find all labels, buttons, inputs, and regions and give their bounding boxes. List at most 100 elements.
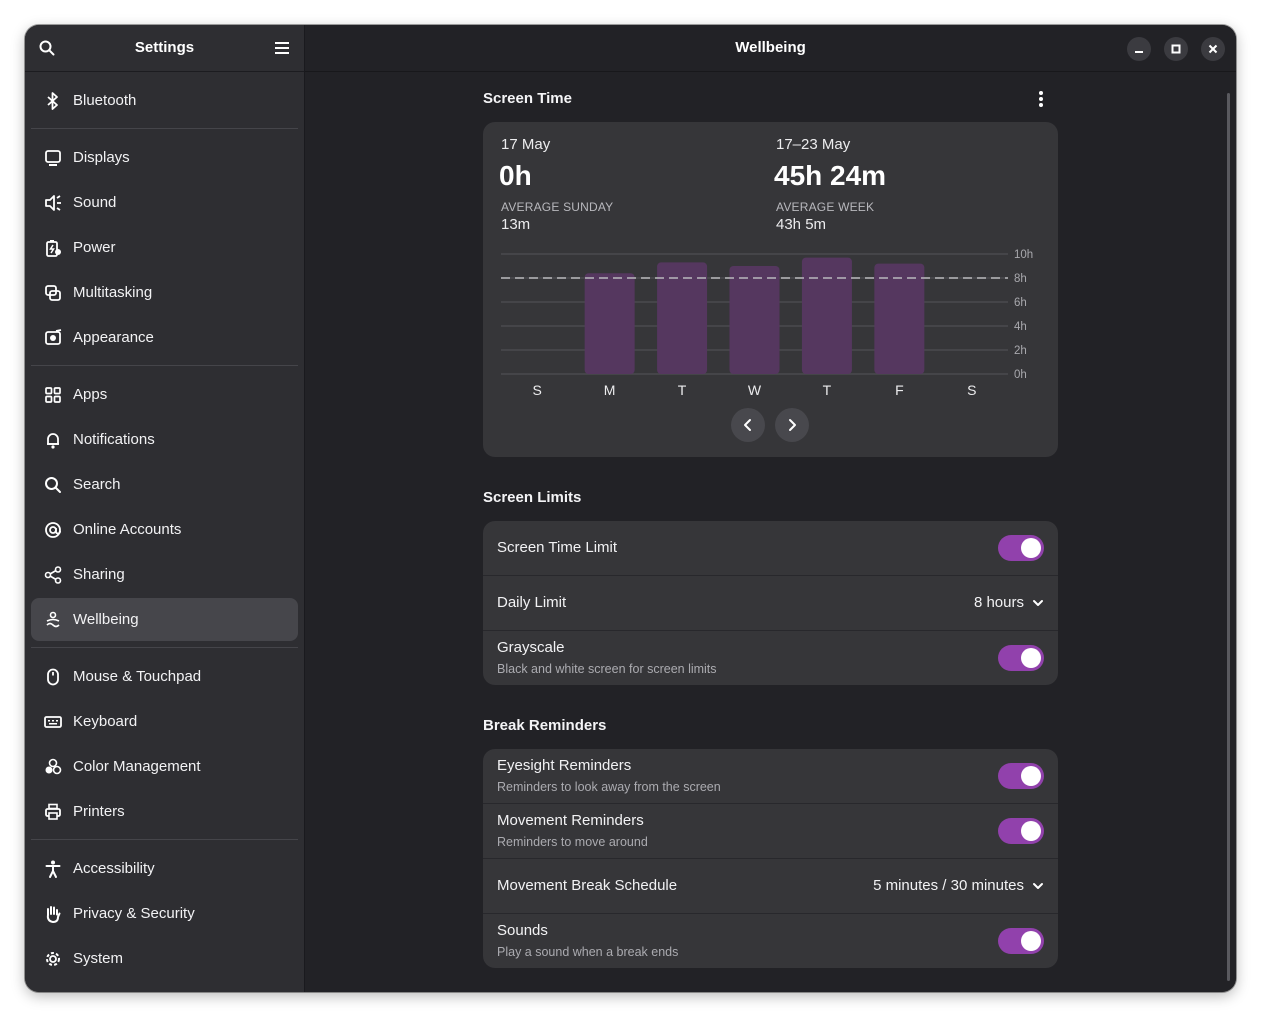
apps-grid-icon [43, 385, 63, 405]
sounds-subtitle: Play a sound when a break ends [497, 945, 679, 959]
sidebar-item-notifications[interactable]: Notifications [31, 418, 298, 461]
wellbeing-icon [43, 610, 63, 630]
bar [729, 266, 780, 374]
chevron-right-icon [789, 419, 796, 431]
screen-limits-heading: Screen Limits [483, 489, 582, 506]
movement-reminders-switch[interactable] [998, 818, 1044, 844]
y-tick-label: 2h [1014, 345, 1027, 357]
sidebar-item-keyboard[interactable]: Keyboard [31, 700, 298, 743]
keyboard-icon [43, 712, 63, 732]
movement-reminders-row: Movement Reminders Reminders to move aro… [483, 804, 1058, 859]
sidebar-item-label: Mouse & Touchpad [73, 668, 202, 685]
movement-break-schedule-dropdown[interactable]: 5 minutes / 30 minutes [873, 877, 1044, 894]
multitasking-icon [43, 283, 63, 303]
sidebar-item-bluetooth[interactable]: Bluetooth [31, 79, 298, 122]
sidebar-item-label: Online Accounts [73, 521, 182, 538]
sidebar-item-accessibility[interactable]: Accessibility [31, 847, 298, 890]
sidebar-item-label: Bluetooth [73, 92, 137, 109]
y-tick-label: 8h [1014, 273, 1027, 285]
sidebar-item-appearance[interactable]: Appearance [31, 316, 298, 359]
eyesight-reminders-subtitle: Reminders to look away from the screen [497, 780, 721, 794]
chevron-left-icon [744, 419, 751, 431]
main-menu-button[interactable] [270, 36, 294, 60]
sidebar-item-search[interactable]: Search [31, 463, 298, 506]
sidebar-item-sound[interactable]: Sound [31, 181, 298, 224]
chevron-down-icon [1033, 882, 1043, 889]
eyesight-reminders-row: Eyesight Reminders Reminders to look awa… [483, 749, 1058, 804]
screen-time-limit-row: Screen Time Limit [483, 521, 1058, 576]
sidebar-item-label: Wellbeing [73, 611, 139, 628]
day-total: 0h [499, 160, 532, 191]
x-tick-label: W [748, 382, 762, 398]
screen-time-menu-button[interactable] [1031, 89, 1051, 109]
share-icon [43, 565, 63, 585]
sidebar-item-power[interactable]: Power [31, 226, 298, 269]
bar [801, 257, 852, 374]
eyesight-reminders-switch[interactable] [998, 763, 1044, 789]
sidebar-item-multitasking[interactable]: Multitasking [31, 271, 298, 314]
speaker-icon [43, 193, 63, 213]
sidebar-separator [31, 365, 298, 366]
hand-icon [43, 904, 63, 924]
at-sign-icon [43, 520, 63, 540]
sidebar-item-system[interactable]: System [31, 937, 298, 980]
search-icon [39, 40, 55, 56]
break-reminders-card: Eyesight Reminders Reminders to look awa… [483, 749, 1058, 968]
sidebar-item-label: Privacy & Security [73, 905, 195, 922]
color-icon [43, 757, 63, 777]
sidebar-item-online-accounts[interactable]: Online Accounts [31, 508, 298, 551]
maximize-icon [1171, 44, 1181, 54]
sidebar-item-wellbeing[interactable]: Wellbeing [31, 598, 298, 641]
sidebar-list: Bluetooth Displays Sound Power Multitasking A… [31, 79, 298, 982]
sidebar-item-color-management[interactable]: Color Management [31, 745, 298, 788]
kebab-menu-icon [1039, 91, 1043, 107]
sidebar-item-printers[interactable]: Printers [31, 790, 298, 833]
bar [657, 262, 708, 374]
daily-limit-dropdown[interactable]: 8 hours [974, 594, 1044, 611]
sidebar-item-apps[interactable]: Apps [31, 373, 298, 416]
sounds-switch[interactable] [998, 928, 1044, 954]
next-week-button[interactable] [775, 408, 809, 442]
sidebar-item-label: Appearance [73, 329, 154, 346]
sidebar-item-displays[interactable]: Displays [31, 136, 298, 179]
page-title: Wellbeing [735, 39, 806, 56]
appearance-icon [43, 328, 63, 348]
grayscale-switch[interactable] [998, 645, 1044, 671]
sidebar-item-sharing[interactable]: Sharing [31, 553, 298, 596]
week-average-caption: AVERAGE WEEK [776, 200, 875, 214]
sidebar-item-mouse-touchpad[interactable]: Mouse & Touchpad [31, 655, 298, 698]
sidebar-item-label: Notifications [73, 431, 155, 448]
hamburger-menu-icon [275, 42, 289, 54]
daily-limit-label: Daily Limit [497, 594, 567, 611]
movement-break-schedule-row[interactable]: Movement Break Schedule 5 minutes / 30 m… [483, 859, 1058, 914]
sidebar-item-label: Accessibility [73, 860, 155, 877]
week-total: 45h 24m [774, 160, 887, 191]
day-date: 17 May [501, 136, 551, 153]
sidebar-item-label: Multitasking [73, 284, 153, 301]
search-button[interactable] [35, 36, 59, 60]
main-pane: Wellbeing Screen Time 17 May 0h AVERAGE … [305, 25, 1236, 992]
minimize-button[interactable] [1127, 37, 1151, 61]
day-average-value: 13m [501, 216, 531, 233]
y-tick-label: 6h [1014, 297, 1027, 309]
sidebar-item-privacy-security[interactable]: Privacy & Security [31, 892, 298, 935]
printer-icon [43, 802, 63, 822]
scrollbar[interactable] [1227, 93, 1230, 981]
daily-limit-row[interactable]: Daily Limit 8 hours [483, 576, 1058, 631]
screen-time-limit-switch[interactable] [998, 535, 1044, 561]
sidebar-item-label: Displays [73, 149, 130, 166]
x-tick-label: M [604, 382, 616, 398]
week-average-value: 43h 5m [776, 216, 827, 233]
close-icon [1208, 44, 1218, 54]
previous-week-button[interactable] [731, 408, 765, 442]
screen-time-heading: Screen Time [483, 90, 572, 107]
maximize-button[interactable] [1164, 37, 1188, 61]
x-tick-label: S [967, 382, 976, 398]
screen-limits-card: Screen Time Limit Daily Limit 8 hours Gr… [483, 521, 1058, 685]
sidebar-item-label: Sharing [73, 566, 125, 583]
sidebar-title: Settings [134, 39, 195, 56]
grayscale-row: Grayscale Black and white screen for scr… [483, 631, 1058, 685]
close-button[interactable] [1201, 37, 1225, 61]
movement-reminders-subtitle: Reminders to move around [497, 835, 648, 849]
grayscale-subtitle: Black and white screen for screen limits [497, 662, 717, 676]
